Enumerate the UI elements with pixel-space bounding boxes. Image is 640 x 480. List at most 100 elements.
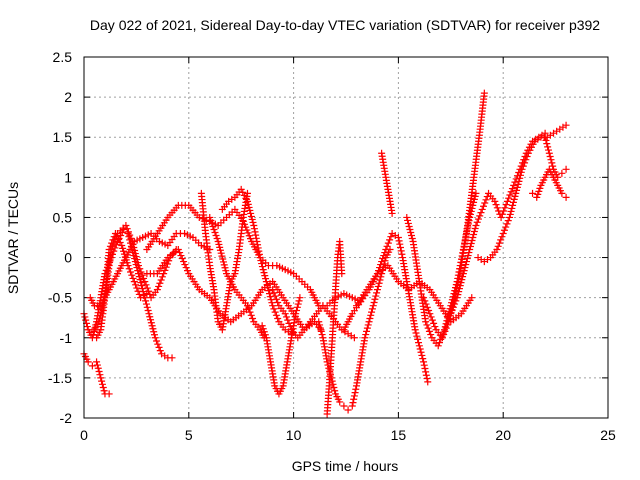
data-point xyxy=(216,310,224,318)
data-point xyxy=(142,297,150,305)
data-point xyxy=(106,242,114,250)
data-point xyxy=(550,165,558,173)
data-point xyxy=(554,173,562,181)
data-point xyxy=(325,382,333,390)
data-point xyxy=(526,146,534,154)
data-point xyxy=(93,361,101,369)
data-point xyxy=(435,339,443,347)
data-point xyxy=(223,270,231,278)
data-point xyxy=(558,169,566,177)
data-point xyxy=(153,337,161,345)
data-point xyxy=(534,190,542,198)
data-point xyxy=(423,375,431,383)
data-point xyxy=(292,310,300,318)
data-point xyxy=(491,197,499,205)
data-point xyxy=(153,270,161,278)
y-tick-label: 1 xyxy=(64,169,72,185)
data-point xyxy=(527,143,535,151)
data-point xyxy=(155,238,163,246)
data-point xyxy=(424,378,432,386)
data-point xyxy=(461,264,469,272)
data-point xyxy=(293,307,301,315)
data-point xyxy=(519,162,527,170)
data-point xyxy=(262,278,270,286)
data-point xyxy=(262,334,270,342)
data-point xyxy=(317,327,325,335)
data-point xyxy=(319,334,327,342)
y-tick-label: 2.5 xyxy=(53,49,73,65)
data-point xyxy=(374,267,382,275)
data-point xyxy=(83,323,91,331)
data-point xyxy=(474,215,482,223)
data-point xyxy=(206,294,214,302)
data-point xyxy=(90,302,98,310)
data-point xyxy=(243,302,251,310)
data-point xyxy=(160,270,168,278)
data-point xyxy=(524,149,532,157)
data-point xyxy=(456,282,464,290)
data-point xyxy=(493,246,501,254)
data-point xyxy=(101,294,109,302)
data-point xyxy=(420,358,428,366)
data-point xyxy=(336,398,344,406)
axis-ticks: 0 5 10 15 20 25 -2 -1.5 -1 -0.5 0 0.5 1 1.5 2 2.5 xyxy=(48,49,616,443)
data-point xyxy=(371,295,379,303)
data-point xyxy=(516,171,524,179)
data-point xyxy=(258,322,266,330)
data-point xyxy=(516,174,524,182)
data-point xyxy=(499,229,507,237)
data-point xyxy=(426,310,434,318)
data-point xyxy=(384,239,392,247)
data-point xyxy=(197,242,205,250)
data-point xyxy=(457,310,465,318)
data-point xyxy=(374,282,382,290)
data-point xyxy=(404,216,412,224)
data-point xyxy=(246,308,254,316)
data-point xyxy=(260,269,268,277)
data-point xyxy=(138,282,146,290)
data-point xyxy=(419,355,427,363)
data-point xyxy=(415,278,423,286)
data-point xyxy=(263,281,271,289)
data-point xyxy=(388,209,396,217)
data-point xyxy=(95,318,103,326)
data-point xyxy=(136,276,144,284)
data-point xyxy=(366,315,374,323)
data-point xyxy=(257,257,265,265)
data-point xyxy=(562,193,570,201)
data-point xyxy=(544,146,552,154)
data-point xyxy=(500,207,508,215)
data-point xyxy=(271,382,279,390)
data-point xyxy=(423,303,431,311)
data-point xyxy=(386,236,394,244)
data-point xyxy=(422,300,430,308)
data-point xyxy=(147,319,155,327)
data-point xyxy=(384,185,392,193)
data-point xyxy=(195,213,203,221)
data-point xyxy=(134,259,142,267)
data-point xyxy=(147,294,155,302)
data-point xyxy=(133,284,141,292)
data-point xyxy=(457,279,465,287)
data-point xyxy=(256,326,264,334)
data-point xyxy=(214,318,222,326)
data-point xyxy=(98,380,106,388)
data-point xyxy=(432,326,440,334)
data-point xyxy=(283,358,291,366)
data-point xyxy=(472,189,480,197)
data-point xyxy=(99,384,107,392)
data-point xyxy=(363,324,371,332)
data-point xyxy=(493,204,501,212)
data-point xyxy=(142,281,150,289)
data-point xyxy=(294,334,302,342)
data-point xyxy=(396,244,404,252)
data-point xyxy=(270,305,278,313)
data-point xyxy=(86,294,94,302)
data-point xyxy=(271,308,279,316)
data-point xyxy=(281,326,289,334)
data-point xyxy=(265,287,273,295)
data-point xyxy=(210,286,218,294)
x-tick-label: 25 xyxy=(600,427,616,443)
data-point xyxy=(132,281,140,289)
data-point xyxy=(370,298,378,306)
